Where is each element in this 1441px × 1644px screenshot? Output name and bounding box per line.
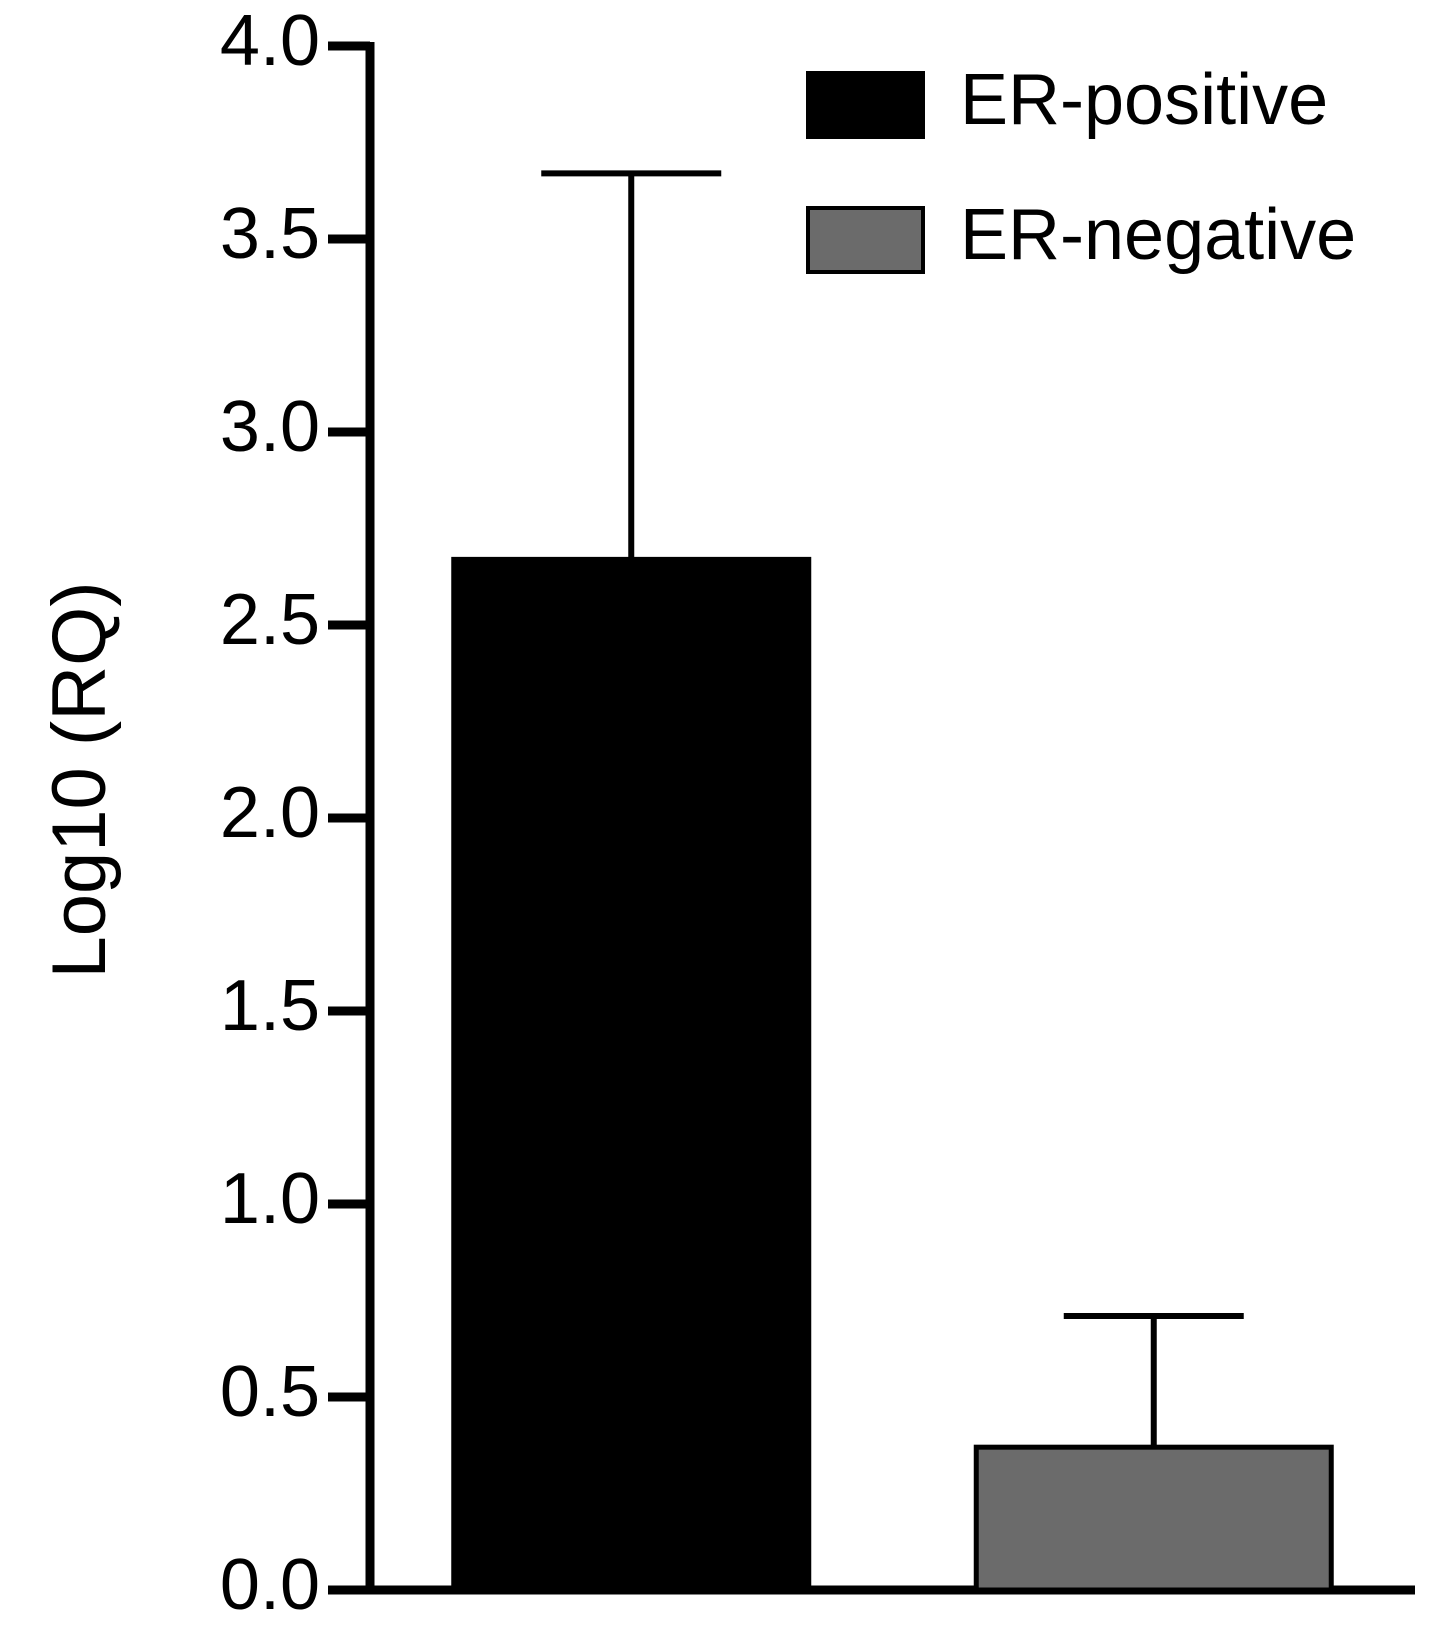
legend-label: ER-negative bbox=[960, 195, 1356, 275]
legend-label: ER-positive bbox=[960, 60, 1328, 140]
bar bbox=[973, 1444, 1334, 1593]
y-tick-label: 2.5 bbox=[220, 580, 320, 660]
y-tick-label: 2.0 bbox=[220, 773, 320, 853]
y-tick-label: 3.5 bbox=[220, 194, 320, 274]
y-axis-label: Log10 (RQ) bbox=[37, 581, 122, 978]
y-tick-label: 0.0 bbox=[220, 1545, 320, 1625]
legend-swatch bbox=[806, 71, 925, 139]
y-tick-label: 3.0 bbox=[220, 387, 320, 467]
y-tick-label: 1.0 bbox=[220, 1159, 320, 1239]
legend-swatch bbox=[806, 206, 925, 274]
y-tick-label: 1.5 bbox=[220, 966, 320, 1046]
y-tick-label: 0.5 bbox=[220, 1352, 320, 1432]
y-tick-label: 4.0 bbox=[220, 1, 320, 81]
bar bbox=[451, 556, 812, 1593]
